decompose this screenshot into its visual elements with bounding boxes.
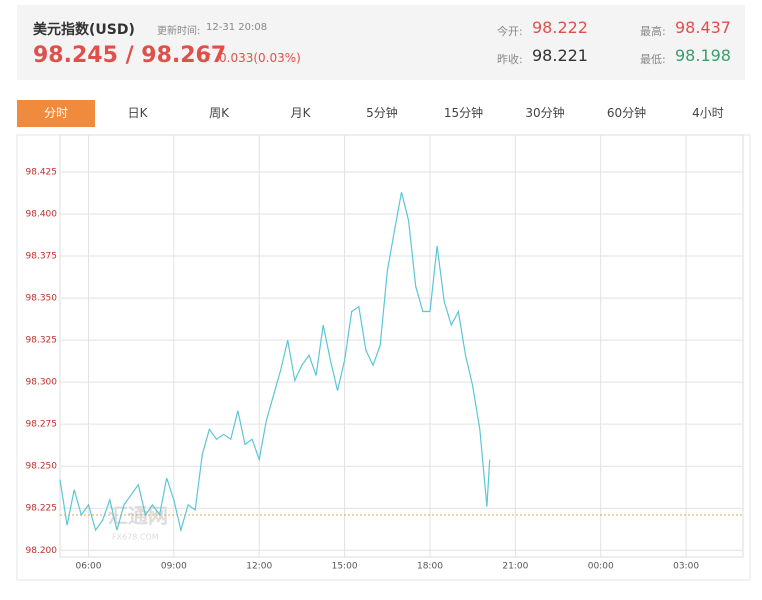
bid: 98.245 [33,43,118,68]
y-tick-label: 98.300 [26,378,58,388]
stat-label: 今开: [497,25,523,38]
x-tick-label: 03:00 [673,562,699,572]
change-arrow: ↑ [203,50,214,64]
period-tab[interactable]: 60分钟 [606,106,647,120]
x-tick-label: 15:00 [332,562,358,572]
x-tick-label: 06:00 [75,562,101,572]
period-tab[interactable]: 4小时 [692,106,724,120]
stat-label: 最低: [640,53,666,66]
title: 美元指数(USD) [33,22,135,38]
y-tick-label: 98.350 [26,294,58,304]
period-tab[interactable]: 15分钟 [443,106,484,120]
stat-value: 98.437 [675,18,731,37]
stat-label: 昨收: [497,53,523,66]
period-tab[interactable]: 30分钟 [525,106,565,120]
stat-label: 最高: [640,25,666,38]
change: 0.033(0.03%) [219,51,301,65]
stat-value: 98.222 [532,18,588,37]
x-tick-label: 09:00 [161,562,187,572]
watermark: 汇通网 [108,504,168,528]
update-label: 更新时间: [157,26,201,37]
y-tick-label: 98.250 [26,462,58,472]
ask: 98.267 [141,43,227,68]
period-tab[interactable]: 月K [290,106,311,120]
x-tick-label: 18:00 [417,562,443,572]
update-time: 12-31 20:08 [206,22,268,33]
period-tab[interactable]: 日K [127,106,148,120]
stat-value: 98.221 [532,46,588,65]
y-tick-label: 98.225 [26,504,58,514]
watermark: FX678.COM [112,533,159,542]
y-tick-label: 98.325 [26,336,58,346]
y-tick-label: 98.400 [26,210,58,220]
quote-header: 美元指数(USD) 更新时间: 12-31 20:08 98.245 / 98.… [17,5,745,80]
period-tab[interactable]: 周K [209,106,229,120]
plot-area [59,134,744,558]
period-tab[interactable]: 5分钟 [366,106,398,120]
y-tick-label: 98.375 [26,252,58,262]
y-tick-label: 98.200 [26,546,58,556]
y-tick-label: 98.425 [26,167,58,177]
x-tick-label: 00:00 [588,562,614,572]
period-tab[interactable]: 分时 [17,100,95,127]
x-tick-label: 12:00 [246,562,272,572]
x-tick-label: 21:00 [502,562,528,572]
stat-value: 98.198 [675,46,731,65]
price: 98.245 / 98.267 [33,43,227,68]
y-tick-label: 98.275 [26,420,58,430]
price-line [59,192,491,533]
period-tabs: 分时 日K 周K 月K 5分钟 15分钟 30分钟 60分钟 4小时 [17,100,745,127]
